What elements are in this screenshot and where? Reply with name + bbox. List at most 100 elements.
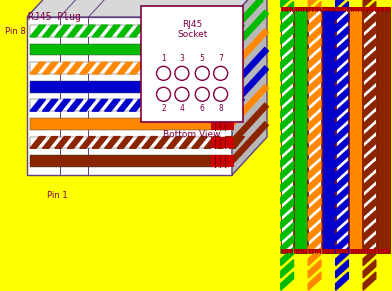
- Polygon shape: [281, 137, 294, 155]
- Polygon shape: [281, 51, 294, 69]
- Polygon shape: [142, 136, 158, 148]
- Bar: [349, 7, 362, 253]
- Polygon shape: [308, 211, 321, 229]
- Polygon shape: [281, 223, 294, 241]
- Polygon shape: [42, 25, 58, 37]
- Polygon shape: [229, 136, 245, 148]
- Polygon shape: [308, 149, 321, 167]
- Polygon shape: [308, 174, 321, 192]
- Polygon shape: [281, 260, 294, 278]
- Polygon shape: [308, 272, 321, 290]
- Polygon shape: [229, 25, 245, 37]
- Polygon shape: [281, 100, 294, 118]
- Polygon shape: [30, 25, 45, 37]
- Polygon shape: [281, 88, 294, 106]
- Text: 3: 3: [180, 54, 184, 63]
- Polygon shape: [363, 223, 376, 241]
- Polygon shape: [308, 51, 321, 69]
- Text: RJ45: RJ45: [182, 20, 202, 29]
- Polygon shape: [308, 112, 321, 130]
- Polygon shape: [42, 62, 58, 74]
- Bar: [141, 6, 243, 122]
- Polygon shape: [281, 1, 294, 20]
- Bar: [30, 62, 229, 74]
- Polygon shape: [363, 125, 376, 143]
- Polygon shape: [281, 26, 294, 44]
- Bar: [211, 155, 234, 167]
- Text: Bottom View: Bottom View: [163, 130, 221, 139]
- Polygon shape: [179, 100, 195, 111]
- Polygon shape: [308, 186, 321, 204]
- Polygon shape: [336, 26, 348, 44]
- Polygon shape: [229, 100, 245, 111]
- Polygon shape: [55, 136, 71, 148]
- Polygon shape: [204, 100, 220, 111]
- Bar: [281, 249, 294, 253]
- Polygon shape: [336, 186, 348, 204]
- Polygon shape: [336, 198, 348, 217]
- Polygon shape: [336, 75, 348, 93]
- Polygon shape: [308, 38, 321, 57]
- Polygon shape: [167, 136, 182, 148]
- Polygon shape: [92, 62, 108, 74]
- Bar: [308, 7, 321, 11]
- Polygon shape: [336, 1, 348, 20]
- Polygon shape: [363, 247, 376, 266]
- Polygon shape: [308, 14, 321, 32]
- Polygon shape: [363, 186, 376, 204]
- Polygon shape: [204, 62, 220, 74]
- Polygon shape: [216, 25, 232, 37]
- Polygon shape: [80, 62, 95, 74]
- Polygon shape: [308, 162, 321, 180]
- Polygon shape: [363, 63, 376, 81]
- Polygon shape: [67, 25, 83, 37]
- Bar: [336, 249, 348, 253]
- Polygon shape: [92, 136, 108, 148]
- Polygon shape: [167, 100, 182, 111]
- Bar: [308, 249, 321, 253]
- Polygon shape: [363, 51, 376, 69]
- Polygon shape: [308, 223, 321, 241]
- Text: Pin 8: Pin 8: [5, 26, 26, 36]
- Polygon shape: [308, 247, 321, 266]
- Polygon shape: [336, 247, 348, 266]
- Polygon shape: [336, 125, 348, 143]
- Polygon shape: [308, 88, 321, 106]
- Polygon shape: [216, 62, 232, 74]
- Text: 5: 5: [200, 54, 205, 63]
- Polygon shape: [30, 62, 45, 74]
- Polygon shape: [336, 235, 348, 253]
- Polygon shape: [105, 136, 120, 148]
- Polygon shape: [336, 63, 348, 81]
- Polygon shape: [281, 63, 294, 81]
- Polygon shape: [308, 63, 321, 81]
- Polygon shape: [281, 75, 294, 93]
- Polygon shape: [167, 25, 182, 37]
- Polygon shape: [363, 174, 376, 192]
- Polygon shape: [281, 235, 294, 253]
- Text: Pin 1: Pin 1: [47, 191, 68, 200]
- Text: 2: 2: [298, 0, 303, 1]
- Polygon shape: [42, 136, 58, 148]
- Text: 8: 8: [218, 104, 223, 113]
- Bar: [30, 44, 229, 55]
- Polygon shape: [363, 38, 376, 57]
- Polygon shape: [229, 62, 245, 74]
- Polygon shape: [363, 162, 376, 180]
- Polygon shape: [154, 100, 170, 111]
- Polygon shape: [336, 14, 348, 32]
- Polygon shape: [80, 100, 95, 111]
- Polygon shape: [363, 1, 376, 20]
- Polygon shape: [363, 88, 376, 106]
- Polygon shape: [363, 137, 376, 155]
- Polygon shape: [67, 62, 83, 74]
- Text: 7: 7: [367, 0, 372, 1]
- Bar: [281, 7, 294, 253]
- Polygon shape: [30, 136, 45, 148]
- Polygon shape: [308, 75, 321, 93]
- Bar: [211, 100, 234, 111]
- Polygon shape: [281, 174, 294, 192]
- Bar: [363, 249, 376, 253]
- Polygon shape: [363, 211, 376, 229]
- Polygon shape: [80, 25, 95, 37]
